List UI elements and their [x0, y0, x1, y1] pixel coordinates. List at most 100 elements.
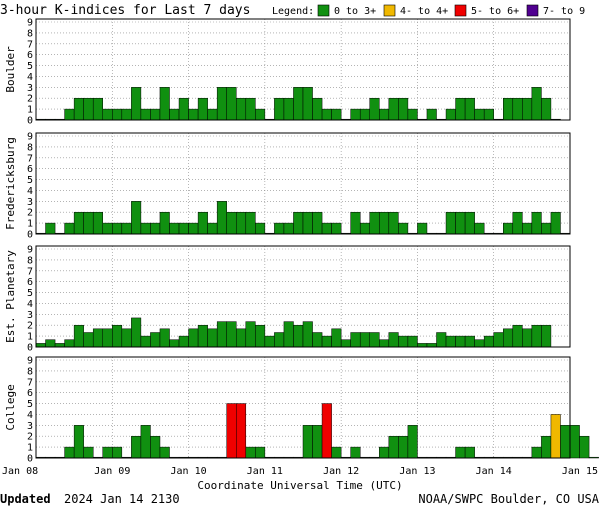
- y-tick-label: 5: [27, 175, 33, 186]
- k-index-bar: [236, 97, 247, 121]
- k-index-bar: [159, 211, 170, 235]
- k-index-bar: [112, 108, 123, 121]
- k-index-bar: [140, 425, 151, 459]
- x-tick-label: Jan 12: [323, 466, 359, 477]
- y-tick-label: 6: [27, 164, 33, 175]
- k-index-bar: [178, 222, 189, 235]
- k-index-bar: [417, 343, 428, 348]
- y-tick-label: 5: [27, 61, 33, 72]
- k-index-bar: [45, 339, 56, 348]
- k-index-bar: [255, 446, 266, 459]
- k-index-bar: [455, 211, 466, 235]
- k-index-bar: [121, 108, 132, 121]
- k-index-bar: [159, 87, 170, 121]
- y-tick-label: 9: [27, 245, 33, 256]
- k-index-bar: [541, 97, 552, 121]
- k-index-bar: [312, 332, 323, 348]
- k-index-bar: [274, 222, 285, 235]
- k-index-bar: [483, 335, 494, 348]
- k-index-bar: [379, 446, 390, 459]
- panel-label: Boulder: [4, 46, 17, 93]
- k-index-bar: [73, 97, 84, 121]
- k-index-bar: [455, 446, 466, 459]
- y-tick-label: 7: [27, 377, 33, 388]
- y-tick-label: 5: [27, 399, 33, 410]
- k-index-bar: [54, 343, 65, 348]
- k-index-bar: [493, 332, 504, 348]
- k-index-bar: [426, 343, 437, 348]
- k-index-bar: [426, 108, 437, 121]
- k-index-bar: [350, 446, 361, 459]
- panel-frame: [35, 245, 571, 348]
- k-index-bar: [350, 332, 361, 348]
- y-tick-label: 4: [27, 410, 33, 421]
- k-index-bar: [197, 97, 208, 121]
- k-index-bar: [245, 97, 256, 121]
- k-index-bar: [293, 324, 304, 348]
- k-index-bar: [588, 456, 599, 459]
- k-index-bar: [388, 211, 399, 235]
- k-index-bar: [255, 108, 266, 121]
- k-index-bar: [512, 324, 523, 348]
- x-tick-label: Jan 15: [562, 466, 598, 477]
- k-index-bar: [207, 328, 218, 348]
- x-axis-label: Coordinate Universal Time (UTC): [197, 479, 402, 492]
- y-tick-label: 5: [27, 288, 33, 299]
- k-index-bar: [150, 222, 161, 235]
- k-index-bar: [188, 108, 199, 121]
- k-index-bar: [197, 211, 208, 235]
- k-index-bar: [102, 328, 113, 348]
- k-index-bar: [236, 403, 247, 459]
- k-index-bar: [283, 321, 294, 348]
- y-tick-label: 4: [27, 186, 33, 197]
- k-index-bar: [92, 328, 103, 348]
- k-index-bar: [159, 328, 170, 348]
- k-index-bar: [474, 339, 485, 348]
- x-tick-label: Jan 13: [399, 466, 435, 477]
- k-index-bar: [207, 108, 218, 121]
- y-tick-label: 4: [27, 72, 33, 83]
- k-index-bar: [369, 211, 380, 235]
- k-index-bar: [150, 108, 161, 121]
- y-tick-label: 2: [27, 94, 33, 105]
- legend-swatch-0: [317, 4, 330, 17]
- k-index-bar: [302, 211, 313, 235]
- k-index-bar: [474, 108, 485, 121]
- k-index-bar: [216, 321, 227, 348]
- k-index-bar: [64, 339, 75, 348]
- x-axis-ticks: Jan 08 Jan 09 Jan 10 Jan 11 Jan 12 Jan 13 Jan …: [2, 466, 598, 477]
- k-index-bar: [245, 446, 256, 459]
- k-index-bar: [388, 97, 399, 121]
- y-tick-label: 0: [27, 454, 33, 465]
- k-index-bar: [64, 108, 75, 121]
- k-index-bar: [188, 222, 199, 235]
- y-tick-label: 9: [27, 18, 33, 29]
- k-index-bar: [245, 211, 256, 235]
- k-index-bar: [302, 425, 313, 459]
- k-index-bar: [359, 222, 370, 235]
- k-index-bar: [503, 328, 514, 348]
- k-index-bar: [102, 108, 113, 121]
- k-index-bar: [226, 403, 237, 459]
- y-tick-label: 6: [27, 50, 33, 61]
- panel-label: College: [4, 384, 17, 430]
- panels: 0123456789Boulder0123456789Fredericksbur…: [4, 18, 599, 465]
- legend-entry-1: 4- to 4+: [400, 6, 448, 17]
- k-index-bar: [531, 87, 542, 121]
- y-tick-label: 6: [27, 388, 33, 399]
- y-tick-label: 0: [27, 343, 33, 354]
- y-tick-label: 9: [27, 132, 33, 143]
- k-index-bar: [302, 321, 313, 348]
- k-index-bar: [83, 211, 94, 235]
- k-index-bar: [407, 108, 418, 121]
- k-index-bar: [464, 211, 475, 235]
- k-index-bar: [140, 335, 151, 348]
- y-tick-label: 7: [27, 266, 33, 277]
- k-index-bar: [121, 328, 132, 348]
- x-tick-label: Jan 14: [476, 466, 512, 477]
- k-index-bar: [350, 211, 361, 235]
- k-index-bar: [359, 332, 370, 348]
- x-tick-label: Jan 10: [171, 466, 207, 477]
- k-index-bar: [321, 108, 332, 121]
- k-index-bar: [73, 211, 84, 235]
